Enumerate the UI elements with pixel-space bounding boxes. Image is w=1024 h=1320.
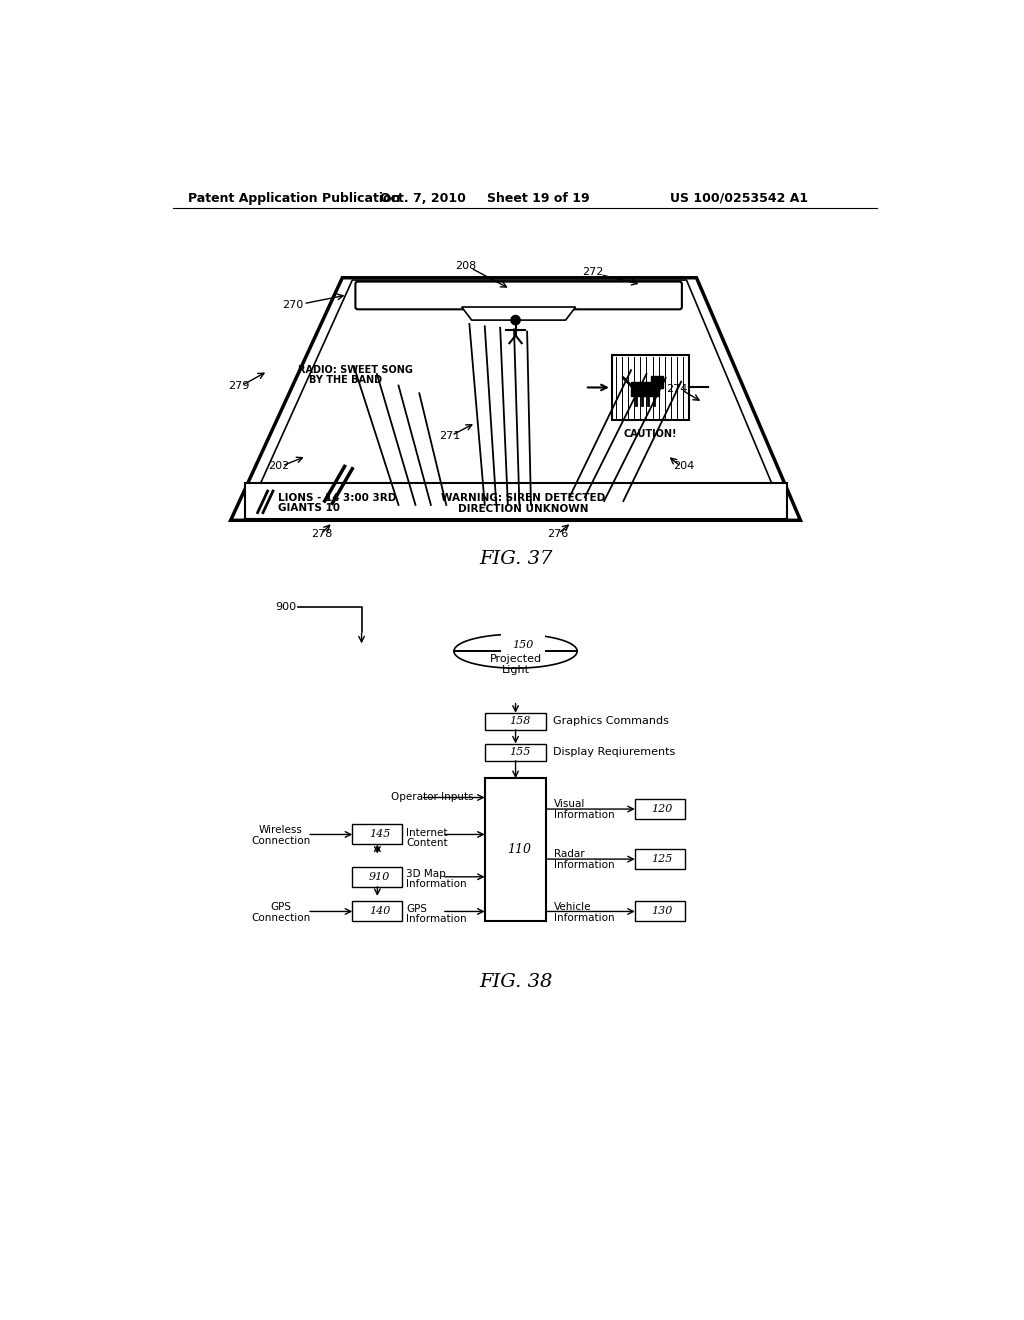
Text: 270: 270 <box>282 300 303 310</box>
Text: BY THE BAND: BY THE BAND <box>309 375 382 384</box>
Text: 910: 910 <box>369 871 390 882</box>
Polygon shape <box>230 277 801 520</box>
Text: WARNING: SIREN DETECTED: WARNING: SIREN DETECTED <box>441 494 605 503</box>
Text: Radar: Radar <box>554 850 585 859</box>
Text: Display Reqiurements: Display Reqiurements <box>553 747 675 758</box>
Bar <box>484 779 547 921</box>
Text: US 100/0253542 A1: US 100/0253542 A1 <box>670 191 808 205</box>
Text: FIG. 37: FIG. 37 <box>479 550 552 568</box>
Text: RADIO: SWEET SONG: RADIO: SWEET SONG <box>298 364 414 375</box>
Text: Sheet 19 of 19: Sheet 19 of 19 <box>487 191 590 205</box>
Text: 145: 145 <box>369 829 390 840</box>
Text: 900: 900 <box>275 602 296 612</box>
Text: 202: 202 <box>268 462 290 471</box>
Text: Graphics Commands: Graphics Commands <box>553 717 669 726</box>
Bar <box>611 355 689 420</box>
Text: 130: 130 <box>651 907 673 916</box>
Bar <box>352 867 402 887</box>
Text: Light: Light <box>502 665 529 675</box>
Text: 120: 120 <box>651 804 673 814</box>
Text: Projected: Projected <box>489 653 542 664</box>
Text: Connection: Connection <box>251 912 310 923</box>
Text: Content: Content <box>407 838 447 849</box>
Bar <box>635 849 685 869</box>
Text: 110: 110 <box>508 843 531 855</box>
Text: 125: 125 <box>651 854 673 865</box>
Text: Information: Information <box>554 810 614 820</box>
Text: Patent Application Publication: Patent Application Publication <box>188 191 400 205</box>
Text: Information: Information <box>407 879 467 890</box>
Text: 208: 208 <box>455 261 476 271</box>
Text: DIRECTION UNKNOWN: DIRECTION UNKNOWN <box>458 504 589 513</box>
Text: Information: Information <box>407 913 467 924</box>
Text: Operator Inputs: Operator Inputs <box>390 792 473 803</box>
Text: GPS: GPS <box>407 904 427 913</box>
Circle shape <box>511 315 520 325</box>
Bar <box>631 381 658 396</box>
Polygon shape <box>462 308 575 321</box>
Text: LIONS - 14: LIONS - 14 <box>279 494 340 503</box>
Text: Oct. 7, 2010: Oct. 7, 2010 <box>380 191 466 205</box>
Text: 150: 150 <box>513 640 534 649</box>
Text: 271: 271 <box>439 430 461 441</box>
Text: Connection: Connection <box>251 836 310 846</box>
Text: Information: Information <box>554 912 614 923</box>
Text: FIG. 38: FIG. 38 <box>479 973 552 991</box>
Bar <box>352 825 402 845</box>
Bar <box>352 902 402 921</box>
Text: 3:00 3RD: 3:00 3RD <box>343 492 396 503</box>
Text: Vehicle: Vehicle <box>554 902 592 912</box>
Bar <box>245 483 786 519</box>
Text: 276: 276 <box>547 529 568 539</box>
Text: Information: Information <box>554 861 614 870</box>
Text: Internet: Internet <box>407 829 447 838</box>
Bar <box>484 743 547 760</box>
Text: 140: 140 <box>369 907 390 916</box>
Text: 278: 278 <box>311 529 332 539</box>
Text: 158: 158 <box>509 717 530 726</box>
Bar <box>651 376 664 388</box>
Text: Visual: Visual <box>554 800 586 809</box>
Text: 204: 204 <box>673 462 694 471</box>
Text: GIANTS 10: GIANTS 10 <box>279 503 340 513</box>
Bar <box>635 799 685 818</box>
Text: 274: 274 <box>667 384 688 395</box>
Text: Wireless: Wireless <box>259 825 303 834</box>
Text: GPS: GPS <box>270 902 291 912</box>
Text: CAUTION!: CAUTION! <box>624 429 677 440</box>
Text: 279: 279 <box>227 380 249 391</box>
Text: 272: 272 <box>582 268 603 277</box>
Bar <box>484 713 547 730</box>
Text: 3D Map: 3D Map <box>407 869 446 879</box>
FancyBboxPatch shape <box>355 281 682 309</box>
Bar <box>635 902 685 921</box>
Text: 155: 155 <box>509 747 530 758</box>
